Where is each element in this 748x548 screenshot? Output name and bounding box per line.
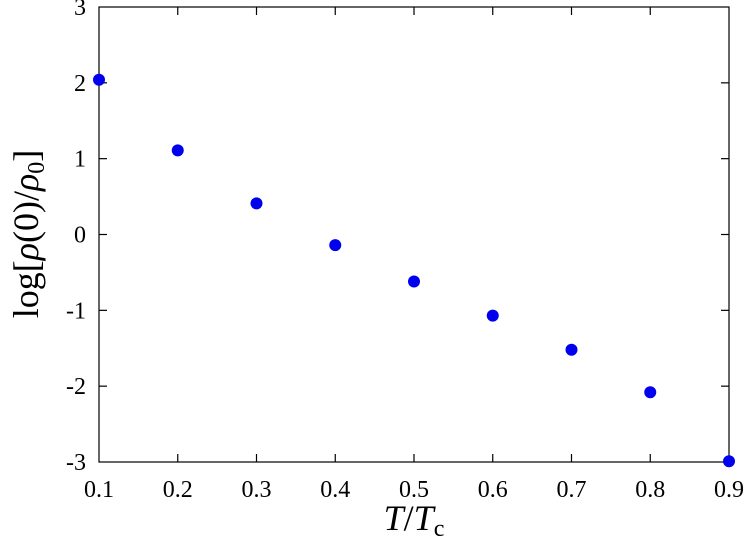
data-point [565,343,578,356]
y-tick-label: -3 [66,450,86,476]
data-point [723,455,735,468]
data-point [408,275,420,288]
y-tick-label: -2 [66,374,86,400]
x-tick-label: 0.3 [242,477,272,503]
x-tick-label: 0.5 [399,477,429,503]
x-tick-label: 0.2 [163,477,193,503]
plot-frame [98,6,730,463]
x-tick-label: 0.1 [84,477,114,503]
data-point [171,144,184,157]
y-tick-label: 0 [74,223,86,249]
x-axis-title: T/Tc [384,498,445,542]
x-tick-label: 0.8 [635,477,665,503]
y-axis-title: log[ρ(0)/ρ0] [6,150,50,319]
x-tick-label: 0.6 [478,477,508,503]
x-tick-label: 0.4 [320,477,350,503]
y-tick-label: 1 [74,147,86,173]
x-tick-label: 0.9 [714,477,744,503]
y-tick-label: -1 [66,298,86,324]
data-point [93,73,105,86]
x-tick-label: 0.7 [557,477,587,503]
axis-ticks: 0.1 0.2 0.3 0.4 0.5 0.6 0.7 0.8 0.9 -3 -2 -1 0 1 2 3 [66,0,744,503]
y-tick-label: 3 [74,0,86,21]
y-tick-label: 2 [74,71,86,97]
data-point [486,309,499,322]
data-point [644,386,657,399]
data-point [250,197,263,210]
data-points [93,73,735,468]
data-point [329,239,342,252]
